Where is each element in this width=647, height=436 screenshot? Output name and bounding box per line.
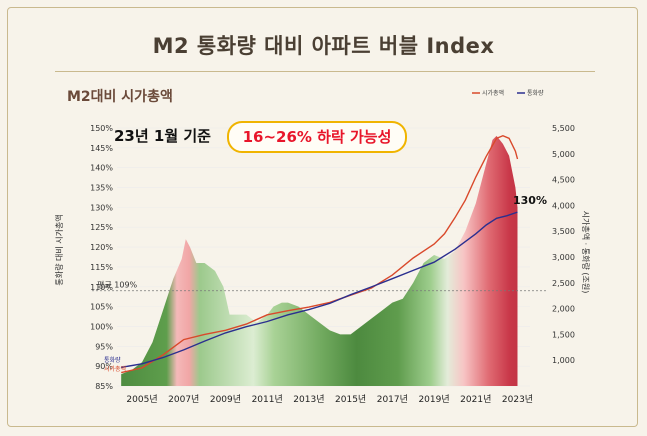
x-tick-label: 2013년 [293,394,324,405]
right-tick-label: 5,000 [552,150,575,159]
page-title: M2 통화량 대비 아파트 버블 Index [152,34,495,58]
left-tick-label: 125% [90,223,113,232]
market-cap-line [121,134,519,374]
right-axis: 1,000 1,500 2,000 2,500 3,000 3,500 4,000 4,500… [552,124,575,365]
latest-ratio-annotation: 130% [513,194,547,207]
right-tick-label: 1,000 [552,356,575,365]
start-label-m2: 통화량 [104,357,121,364]
left-tick-label: 105% [90,303,113,312]
right-tick-label: 3,000 [552,253,575,262]
right-axis-label: 시가총액 · 통화량 (조원) [581,211,591,294]
average-label: 평균 109% [97,280,138,290]
right-tick-label: 2,500 [552,279,575,288]
left-tick-label: 135% [90,184,113,193]
page-frame [7,7,638,427]
left-tick-label: 130% [90,203,113,212]
x-tick-label: 2021년 [460,394,491,405]
x-tick-label: 2005년 [126,394,157,405]
right-tick-label: 4,500 [552,176,575,185]
callout-highlight: 16~26% 하락 가능성 [243,128,392,146]
right-tick-label: 4,000 [552,201,575,210]
legend-m2: 통화량 [527,90,544,97]
x-tick-label: 2019년 [418,394,449,405]
x-tick-label: 2017년 [377,394,408,405]
left-tick-label: 140% [90,164,113,173]
right-tick-label: 5,500 [552,124,575,133]
chart-subtitle: M2대비 시가총액 [67,89,173,105]
legend-market-cap: 시가총액 [482,89,504,97]
left-tick-label: 145% [90,144,113,153]
x-tick-label: 2023년 [502,394,533,405]
x-tick-label: 2011년 [252,394,283,405]
callout-date: 23년 1월 기준 [114,127,211,145]
left-tick-label: 100% [90,322,113,331]
left-axis-label: 통화량 대비 시가총액 [54,214,64,285]
right-tick-label: 2,000 [552,305,575,314]
left-tick-label: 95% [95,342,113,351]
left-tick-label: 115% [90,263,113,272]
start-label-market-cap: 시가총액 [104,365,126,373]
left-tick-label: 85% [95,382,113,391]
right-tick-label: 3,500 [552,227,575,236]
left-tick-label: 110% [90,283,113,292]
left-tick-label: 90% [95,362,113,371]
ratio-area-series [121,135,518,386]
m2-line [121,211,518,369]
left-tick-label: 120% [90,243,113,252]
x-tick-label: 2009년 [210,394,241,405]
x-axis: 2005년 2007년 2009년 2011년 2013년 2015년 2017년 2019년… [126,394,533,405]
x-tick-label: 2007년 [168,394,199,405]
left-axis: 85% 90% 95% 100% 105% 110% 115% 120% 125% 130% 135… [90,124,113,391]
x-tick-label: 2015년 [335,394,366,405]
left-tick-label: 150% [90,124,113,133]
title-divider [55,71,595,72]
callout-box [227,121,407,153]
right-tick-label: 1,500 [552,330,575,339]
